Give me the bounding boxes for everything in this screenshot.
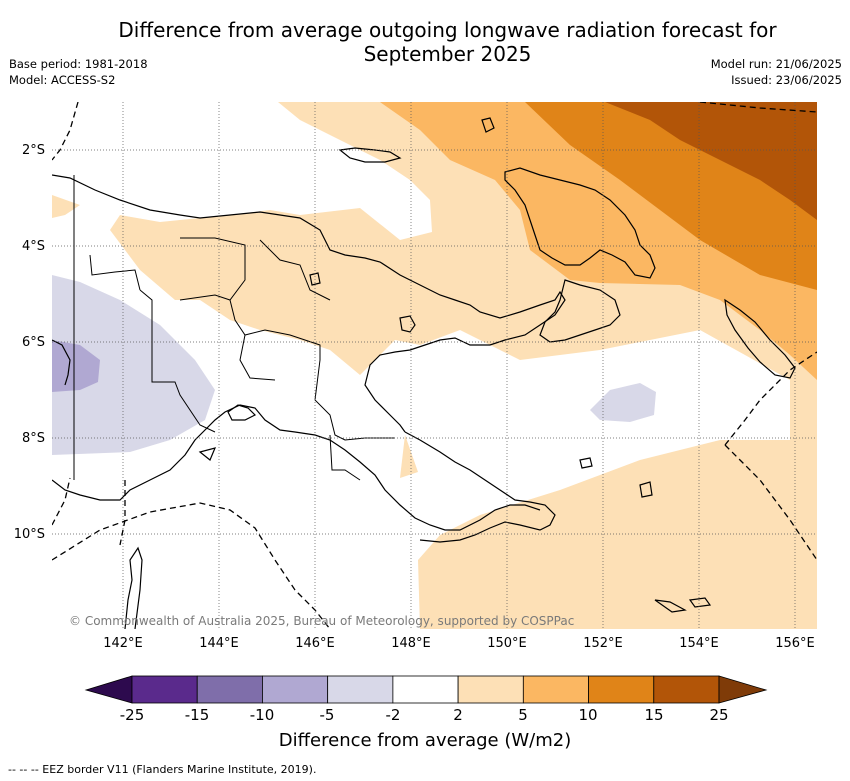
band-15-to-25 bbox=[605, 102, 817, 220]
colorbar-tick: -2 bbox=[385, 706, 401, 724]
base-period: Base period: 1981-2018 bbox=[9, 57, 148, 71]
lon-label: 146°E bbox=[295, 636, 335, 651]
lon-label: 142°E bbox=[103, 636, 143, 651]
meta-left: Base period: 1981-2018 Model: ACCESS-S2 bbox=[9, 56, 148, 88]
colorbar-swatch bbox=[653, 675, 720, 704]
west-papua-coast bbox=[52, 339, 71, 386]
province-border-8 bbox=[329, 434, 361, 481]
map-title: Difference from average outgoing longwav… bbox=[60, 18, 835, 66]
colorbar-tick: -15 bbox=[184, 706, 210, 724]
band-neg5-to-neg10 bbox=[52, 340, 100, 392]
peninsula-southeast bbox=[404, 431, 556, 543]
province-border-3 bbox=[179, 237, 246, 301]
colorbar-tick: -25 bbox=[119, 706, 145, 724]
new-britain bbox=[504, 167, 656, 279]
manus-island bbox=[338, 147, 402, 163]
issued-date: Issued: 23/06/2025 bbox=[731, 73, 842, 87]
island-small-4 bbox=[579, 457, 593, 469]
band-neg2-to-neg5 bbox=[52, 275, 215, 455]
eez-north bbox=[52, 102, 79, 161]
coastlines bbox=[52, 117, 796, 629]
title-line-1: Difference from average outgoing longwav… bbox=[118, 18, 777, 42]
eez-west bbox=[52, 477, 71, 526]
colorbar-tick: -5 bbox=[319, 706, 335, 724]
colorbar-tick: 10 bbox=[578, 706, 598, 724]
colorbar-swatch bbox=[327, 675, 394, 704]
eez-east bbox=[724, 351, 817, 446]
graticule bbox=[52, 102, 817, 629]
meta-right: Model run: 21/06/2025 Issued: 23/06/2025 bbox=[711, 56, 842, 88]
lon-label: 150°E bbox=[487, 636, 527, 651]
lat-label: 8°S bbox=[21, 431, 45, 446]
copyright-notice: © Commonwealth of Australia 2025, Bureau… bbox=[69, 614, 575, 628]
new-ireland bbox=[539, 279, 621, 343]
island-small-1 bbox=[481, 117, 495, 133]
bougainville bbox=[724, 298, 796, 379]
island-small-8 bbox=[198, 447, 217, 461]
colorbar-tick: 15 bbox=[644, 706, 664, 724]
cape-york bbox=[124, 546, 143, 629]
colorbar bbox=[84, 675, 768, 704]
colorbar-tick: 5 bbox=[518, 706, 528, 724]
band-neg2-to-neg5-east bbox=[590, 383, 656, 422]
island-small-5 bbox=[639, 481, 653, 498]
lat-label: 4°S bbox=[21, 239, 45, 254]
colorbar-swatch bbox=[131, 675, 198, 704]
colorbar-swatch bbox=[262, 675, 329, 704]
island-small-2 bbox=[399, 315, 416, 333]
colorbar-swatch bbox=[196, 675, 263, 704]
new-guinea-south-coast bbox=[52, 404, 541, 531]
lon-label: 144°E bbox=[199, 636, 239, 651]
lat-label: 6°S bbox=[21, 335, 45, 350]
band-2-to-5-west bbox=[52, 195, 80, 218]
colorbar-swatch bbox=[522, 675, 589, 704]
province-border-2 bbox=[139, 289, 216, 433]
title-line-2: September 2025 bbox=[363, 42, 532, 66]
colorbar-tick: 25 bbox=[709, 706, 729, 724]
colorbar-tick: 2 bbox=[453, 706, 463, 724]
lat-label: 10°S bbox=[13, 527, 45, 542]
lat-label: 2°S bbox=[21, 143, 45, 158]
anomaly-shading bbox=[52, 102, 817, 629]
province-border-5 bbox=[239, 334, 276, 381]
borders bbox=[73, 175, 395, 481]
map-panel bbox=[52, 102, 817, 629]
island-small-6 bbox=[688, 597, 712, 608]
eez-southeast bbox=[724, 444, 817, 561]
colorbar-label: Difference from average (W/m2) bbox=[278, 730, 572, 751]
band-2-to-5-island bbox=[400, 435, 418, 478]
colorbar-swatch bbox=[392, 675, 459, 704]
lon-label: 148°E bbox=[391, 636, 431, 651]
colorbar-tick: -10 bbox=[249, 706, 275, 724]
colorbar-under-triangle bbox=[84, 675, 133, 704]
model-name: Model: ACCESS-S2 bbox=[9, 73, 116, 87]
colorbar-over-triangle bbox=[718, 675, 768, 704]
torres-strait-islands bbox=[227, 404, 257, 421]
lon-label: 156°E bbox=[775, 636, 815, 651]
eez-southwest bbox=[119, 480, 126, 546]
province-border-1 bbox=[89, 254, 141, 291]
new-guinea-north-coast bbox=[52, 174, 566, 433]
lon-label: 152°E bbox=[583, 636, 623, 651]
province-border-7 bbox=[259, 239, 331, 301]
eez-northeast bbox=[699, 102, 817, 113]
island-small-7 bbox=[654, 599, 687, 613]
model-run: Model run: 21/06/2025 bbox=[710, 57, 842, 71]
colorbar-swatch bbox=[457, 675, 524, 704]
eez-borders bbox=[52, 102, 817, 629]
lon-label: 154°E bbox=[679, 636, 719, 651]
province-border-4 bbox=[229, 299, 321, 360]
colorbar-swatch bbox=[588, 675, 655, 704]
eez-footnote: -- -- -- EEZ border V11 (Flanders Marine… bbox=[8, 763, 317, 776]
